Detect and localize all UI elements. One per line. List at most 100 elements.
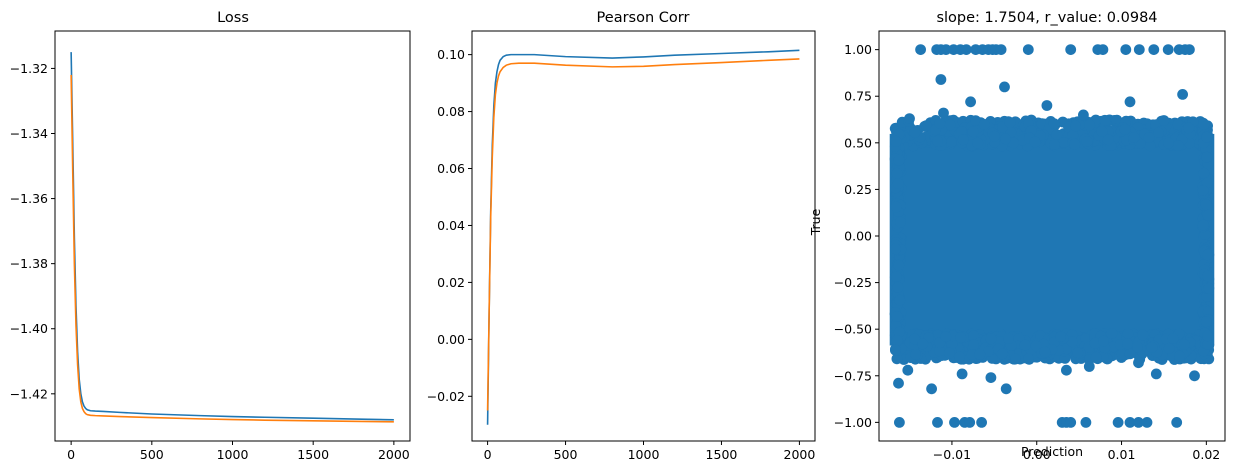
plot-frame (471, 30, 816, 442)
scatter-point (893, 326, 905, 338)
scatter-point (946, 136, 957, 148)
series-line-1 (70, 52, 394, 421)
scatter-point (1146, 342, 1158, 353)
scatter-point (974, 349, 986, 360)
scatter-point (1133, 357, 1144, 369)
y-tick-label: −1.36 (10, 191, 48, 206)
scatter-point (1080, 417, 1092, 428)
scatter-point (1174, 350, 1186, 362)
scatter-point (891, 167, 903, 179)
scatter-point (1039, 346, 1051, 358)
y-tick-label: 1.00 (844, 42, 872, 57)
y-tick-label: 0.04 (437, 218, 465, 233)
scatter-point (893, 377, 904, 389)
y-tick-label: 0.50 (844, 135, 872, 150)
scatter-point (1122, 338, 1133, 350)
scatter-point (1023, 353, 1034, 365)
y-tick-label: −1.42 (10, 386, 48, 401)
scatter-point (1172, 140, 1184, 151)
scatter-point (955, 332, 967, 343)
scatter-point (999, 81, 1010, 93)
scatter-point (1067, 130, 1079, 141)
scatter-point (1178, 339, 1190, 350)
scatter-point (1049, 139, 1060, 151)
scatter-point (1000, 383, 1012, 395)
scatter-point (1144, 140, 1156, 152)
scatter-point (891, 335, 903, 346)
scatter-point (892, 178, 904, 189)
scatter-point (1078, 109, 1089, 121)
x-tick-label: 0.01 (1108, 447, 1136, 462)
scatter-point (894, 294, 906, 306)
y-tick-label: 0.06 (437, 161, 465, 176)
scatter-point (934, 345, 945, 357)
scatter-point (1202, 330, 1213, 342)
chart-title: Pearson Corr (597, 10, 690, 26)
scatter-point (1065, 417, 1077, 428)
scatter-point (970, 115, 981, 126)
y-tick-label: −0.50 (834, 322, 872, 337)
y-tick-label: −1.38 (10, 256, 48, 271)
chart-title: Loss (217, 10, 249, 26)
scatter-point (1008, 137, 1020, 149)
scatter-point (976, 417, 987, 428)
scatter-point (1061, 364, 1072, 376)
scatter-point (1203, 282, 1215, 294)
scatter-point (944, 119, 956, 131)
y-tick-label: 0.25 (844, 182, 872, 197)
scatter-point (1158, 115, 1170, 126)
scatter-point (902, 364, 914, 376)
scatter-point (1202, 249, 1213, 261)
x-tick-label: 1500 (706, 447, 738, 462)
chart-title: slope: 1.7504, r_value: 0.0984 (936, 10, 1157, 26)
scatter-point (985, 333, 997, 345)
loss-panel: Loss 0 500 1000 1500 2000 −1.42 −1.40 −1.38 −1.3… (10, 10, 411, 462)
series-line-2 (486, 58, 800, 411)
scatter-point (894, 417, 905, 428)
scatter-point (1201, 131, 1213, 143)
y-tick-label: 0.00 (437, 332, 465, 347)
series-line-1 (486, 49, 800, 425)
scatter-point (1120, 44, 1132, 55)
x-tick-label: 2000 (378, 447, 410, 462)
scatter-point (938, 107, 949, 119)
scatter-point (1041, 100, 1053, 111)
scatter-point (972, 137, 984, 149)
scatter-point (944, 347, 955, 359)
scatter-point (1163, 343, 1175, 354)
scatter-point (966, 349, 978, 360)
scatter-point (1197, 185, 1209, 196)
scatter-point (1089, 337, 1101, 349)
y-tick-label: −1.34 (10, 126, 48, 141)
scatter-point (910, 349, 921, 360)
plot-frame (878, 30, 1226, 442)
scatter-point (890, 201, 902, 213)
scatter-point (893, 259, 905, 271)
scatter-point (1069, 138, 1081, 150)
scatter-point (956, 368, 968, 380)
y-tick-label: −0.75 (834, 368, 872, 383)
scatter-point (1058, 137, 1070, 148)
scatter-point (1124, 96, 1136, 108)
scatter-point (1080, 333, 1091, 344)
scatter-point (964, 417, 976, 428)
scatter-point (968, 330, 980, 342)
scatter-point (1099, 114, 1111, 126)
x-tick-label: −0.01 (933, 447, 971, 462)
scatter-point (1183, 122, 1195, 134)
x-tick-label: 500 (140, 447, 164, 462)
scatter-point (1200, 316, 1212, 328)
scatter-point (1132, 341, 1143, 353)
scatter-point (989, 130, 1000, 142)
scatter-point (915, 44, 926, 55)
scatter-point (1111, 114, 1123, 126)
scatter-panel: slope: 1.7504, r_value: 0.0984 −0.01 0.00… (808, 10, 1226, 462)
x-tick-label: 1000 (628, 447, 660, 462)
scatter-point (891, 353, 903, 365)
scatter-point (1051, 129, 1063, 141)
scatter-point (983, 346, 994, 357)
scatter-point (1072, 347, 1084, 359)
y-tick-label: −0.25 (834, 275, 872, 290)
x-tick-label: 0 (484, 447, 492, 462)
